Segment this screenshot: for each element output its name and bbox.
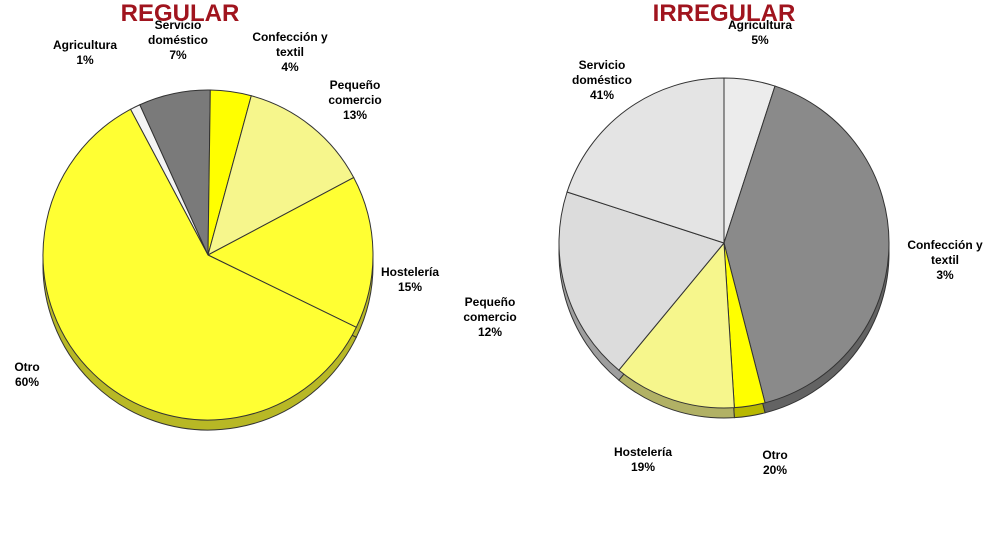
slice-name: Otro	[762, 448, 788, 462]
slice	[558, 191, 725, 371]
slice-name: Otro	[14, 360, 40, 374]
slice-label: Hostelería 19%	[599, 445, 687, 475]
slice-label: Pequeño comercio 13%	[311, 78, 399, 123]
slice	[566, 77, 725, 244]
slice	[618, 241, 735, 409]
slice	[207, 95, 355, 256]
slice-label: Agricultura 1%	[41, 38, 129, 68]
slice-value: 7%	[169, 48, 187, 62]
slice-name: Confección y textil	[252, 30, 328, 59]
slice-name: Agricultura	[727, 18, 792, 32]
slice-value: 15%	[397, 280, 423, 294]
slice-name: Agricultura	[52, 38, 117, 52]
slice-value: 19%	[630, 460, 656, 474]
slice-value: 60%	[14, 375, 40, 389]
slice-value: 5%	[751, 33, 769, 47]
slice-value: 3%	[936, 268, 954, 282]
slice-name: Hostelería	[613, 445, 673, 459]
chart-title: REGULAR	[120, 0, 240, 27]
slice-value: 41%	[589, 88, 615, 102]
slice	[206, 176, 374, 328]
slice-name: Confección y textil	[907, 238, 983, 267]
slice-label: Confección y textil 3%	[901, 238, 986, 283]
slice-value: 20%	[762, 463, 788, 477]
slice-name: Hostelería	[380, 265, 440, 279]
slice-name: Pequeño comercio	[463, 295, 517, 324]
slice-value: 4%	[281, 60, 299, 74]
slice-label: Hostelería 15%	[366, 265, 454, 295]
slice-label: Otro 20%	[731, 448, 819, 478]
slice-label: Otro 60%	[0, 360, 71, 390]
slice-value: 1%	[76, 53, 94, 67]
slice-label: Servicio doméstico 7%	[134, 18, 222, 63]
slice-value: 12%	[477, 325, 503, 339]
slice-value: 13%	[342, 108, 368, 122]
slice-name: Servicio doméstico	[571, 58, 632, 87]
chart-title: IRREGULAR	[652, 0, 796, 27]
slice	[42, 108, 357, 421]
slice	[723, 85, 890, 404]
slice-name: Pequeño comercio	[328, 78, 382, 107]
slice-name: Servicio doméstico	[147, 18, 208, 47]
slice-label: Servicio doméstico 41%	[558, 58, 646, 103]
slice-label: Confección y textil 4%	[246, 30, 334, 75]
slice-label: Pequeño comercio 12%	[446, 295, 534, 340]
slice-label: Agricultura 5%	[716, 18, 804, 48]
